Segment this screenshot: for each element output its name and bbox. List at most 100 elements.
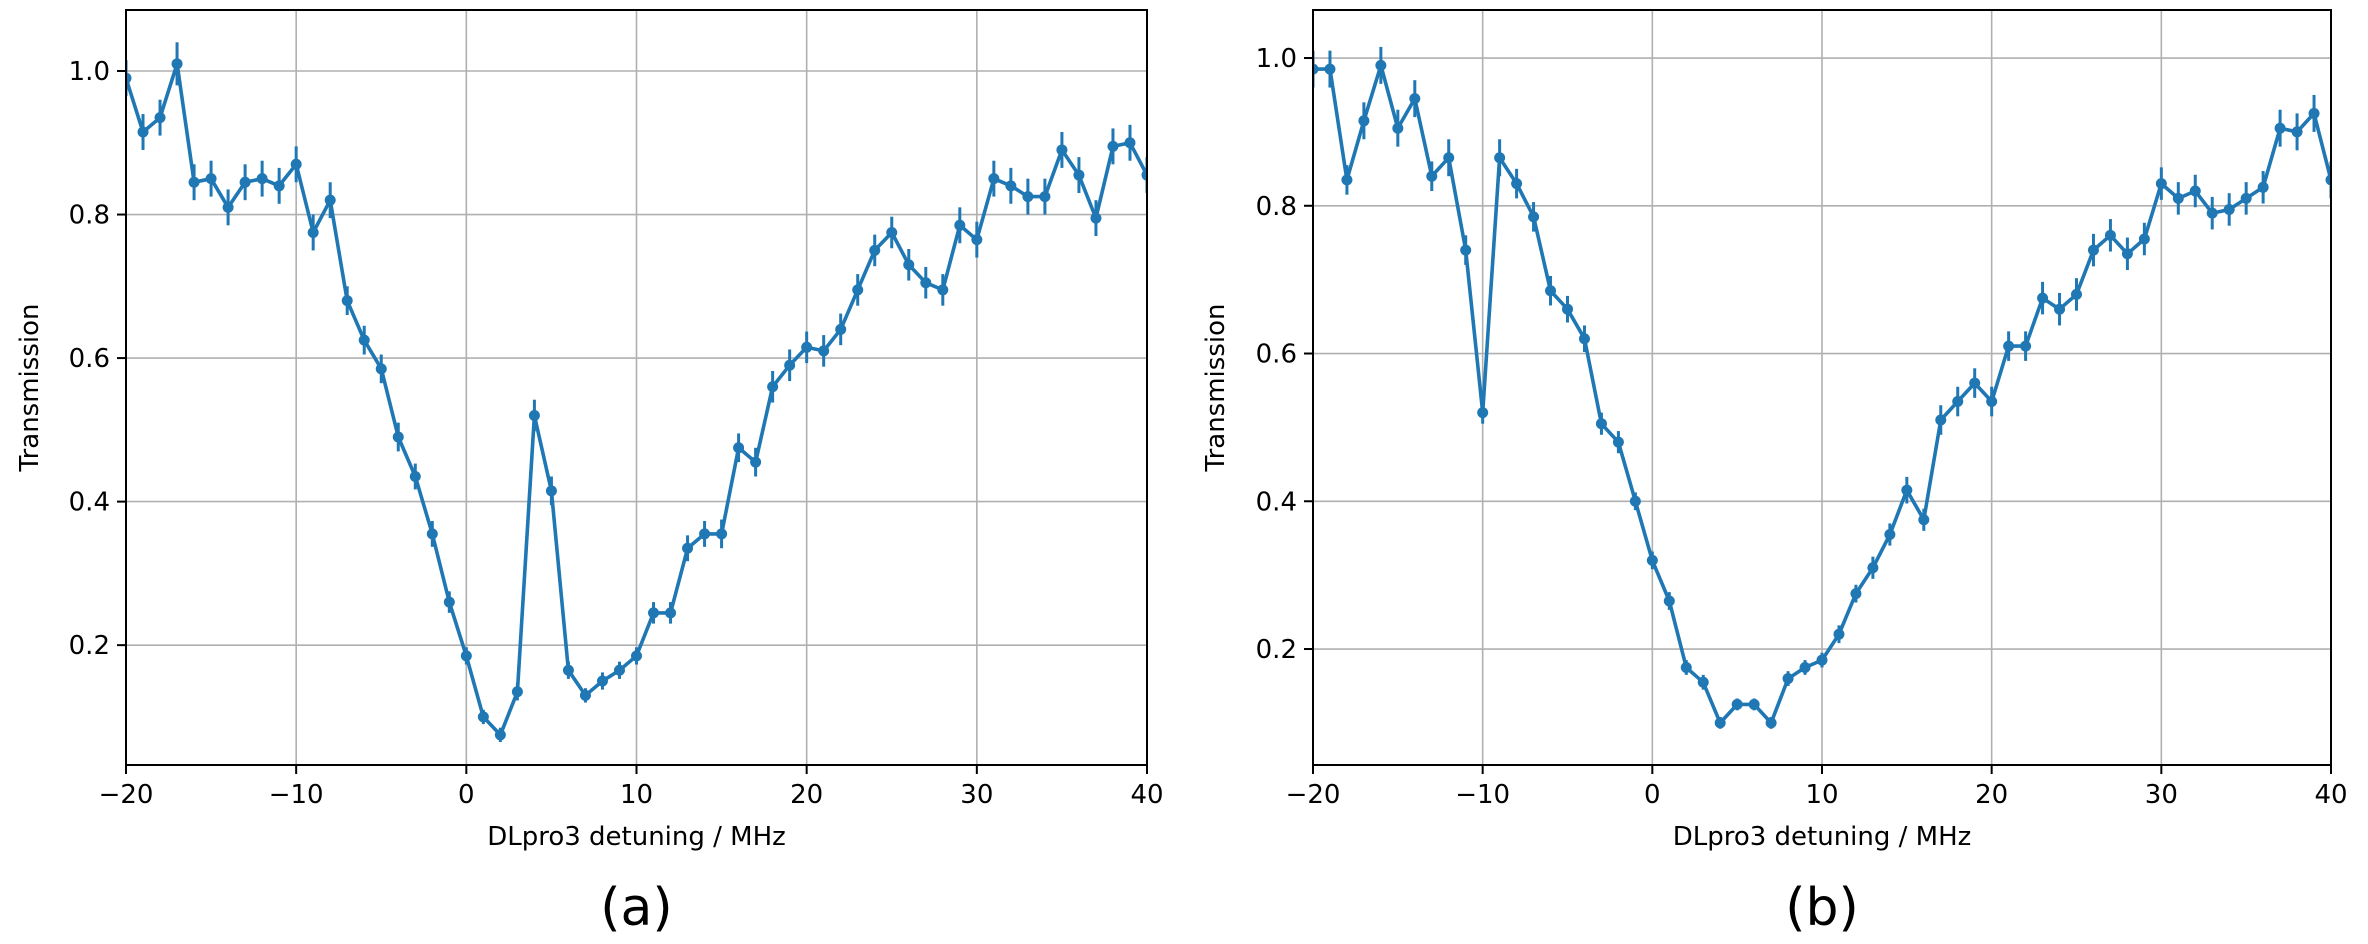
chart-0-data-point-1 (137, 126, 149, 138)
chart-0-data-point-38 (767, 381, 779, 393)
chart-1-data-point-19 (1629, 495, 1641, 507)
chart-1-data-point-12 (1511, 178, 1523, 190)
chart-1-data-point-50 (2155, 178, 2167, 190)
chart-1-data-point-41 (2003, 340, 2015, 352)
chart-0-data-point-14 (358, 334, 370, 346)
chart-1-data-point-9 (1460, 244, 1472, 256)
chart-1-y-tick-label-2: 0.6 (1256, 340, 1297, 370)
chart-1-data-point-23 (1697, 676, 1709, 688)
chart-1-y-tick-label-3: 0.8 (1256, 192, 1297, 222)
chart-0-series (126, 42, 1147, 743)
chart-1-data-point-7 (1426, 170, 1438, 182)
chart-0-caption: (a) (600, 878, 672, 938)
chart-1-data-point-51 (2172, 192, 2184, 204)
chart-0-data-point-58 (1107, 140, 1119, 152)
chart-0-data-point-11 (307, 226, 319, 238)
chart-1-y-axis-label: Transmission (1201, 304, 1231, 473)
chart-0-data-point-24 (528, 409, 540, 421)
chart-1-data-point-27 (1765, 717, 1777, 729)
chart-0-data-point-59 (1124, 137, 1136, 149)
chart-1-data-point-42 (2020, 340, 2032, 352)
chart-0-data-point-7 (239, 176, 251, 188)
chart-0-y-tick-label-0: 0.2 (69, 631, 110, 661)
chart-0-data-point-49 (954, 219, 966, 231)
chart-1-x-axis-label: DLpro3 detuning / MHz (1673, 822, 1972, 852)
chart-0-data-point-55 (1056, 144, 1068, 156)
chart-1-data-point-37 (1935, 414, 1947, 426)
chart-1-data-point-29 (1799, 661, 1811, 673)
chart-0-data-point-50 (971, 234, 983, 246)
chart-1-data-point-45 (2071, 288, 2082, 300)
chart-0-data-point-47 (920, 277, 932, 289)
chart-1-data-point-2 (1341, 174, 1353, 186)
chart-1-data-point-36 (1918, 514, 1930, 526)
chart-1-data-point-8 (1443, 152, 1455, 164)
chart-1-data-point-47 (2104, 229, 2116, 241)
chart-1-data-point-6 (1409, 93, 1421, 105)
chart-0-data-point-2 (154, 112, 166, 124)
chart-0-y-tick-label-2: 0.6 (69, 344, 110, 374)
chart-0-data-point-52 (1005, 180, 1017, 192)
chart-0-data-point-41 (818, 345, 830, 357)
chart-0-y-tick-label-4: 1.0 (69, 57, 110, 87)
chart-0-data-point-33 (682, 542, 694, 554)
chart-0-data-point-43 (852, 284, 864, 296)
chart-0-y-tick-label-3: 0.8 (69, 201, 110, 231)
chart-0-data-point-45 (886, 226, 898, 238)
chart-0-data-point-12 (324, 194, 336, 206)
chart-0-data-point-57 (1090, 212, 1102, 224)
chart-0-data-point-42 (835, 323, 847, 335)
chart-0-data-point-56 (1073, 169, 1085, 181)
chart-0-data-point-0 (126, 72, 132, 84)
chart-1-series (1313, 46, 2331, 729)
chart-1-data-point-60 (2325, 174, 2331, 186)
chart-0-x-tick-label-0: −20 (99, 780, 154, 810)
chart-panel-a: −20 −10 0 10 20 30 40 0.2 0.4 0.6 0.8 1.0 DLpro3 det… (15, 9, 1164, 938)
chart-1-caption: (b) (1785, 878, 1859, 938)
chart-1-data-point-14 (1545, 285, 1557, 297)
chart-1-data-point-22 (1680, 661, 1692, 673)
chart-0-x-axis-label: DLpro3 detuning / MHz (487, 822, 786, 852)
chart-0-data-point-8 (256, 173, 268, 185)
chart-1-data-point-40 (1986, 396, 1998, 408)
chart-1-data-point-53 (2206, 207, 2218, 219)
chart-1-y-tick-label-4: 1.0 (1256, 44, 1297, 74)
chart-0-data-point-46 (903, 259, 915, 271)
chart-1-data-point-39 (1969, 377, 1981, 389)
chart-0-y-axis-label: Transmission (15, 304, 45, 473)
chart-0-data-point-51 (988, 173, 1000, 185)
chart-1-data-point-56 (2257, 181, 2269, 193)
chart-1-x-tick-label-2: 0 (1644, 780, 1661, 810)
chart-0-data-point-53 (1022, 191, 1034, 203)
chart-1-data-point-38 (1952, 396, 1964, 408)
chart-0-x-tick-label-3: 10 (620, 780, 653, 810)
chart-0-data-point-30 (631, 650, 642, 662)
chart-0-data-point-48 (937, 284, 949, 296)
chart-0-data-point-25 (545, 485, 557, 497)
chart-1-data-point-54 (2223, 203, 2235, 215)
chart-1-data-point-10 (1477, 407, 1489, 419)
chart-0-x-tick-label-1: −10 (269, 780, 324, 810)
chart-0-data-point-13 (341, 295, 353, 307)
chart-1-data-point-34 (1884, 529, 1896, 541)
chart-1-data-point-18 (1612, 436, 1624, 448)
chart-1-data-point-24 (1714, 717, 1726, 729)
chart-1-y-tick-label-1: 0.4 (1256, 487, 1297, 517)
chart-1-data-point-26 (1748, 698, 1760, 710)
chart-1-data-point-58 (2291, 126, 2303, 138)
chart-1-x-tick-label-5: 30 (2145, 780, 2178, 810)
chart-1-data-point-35 (1901, 484, 1913, 496)
chart-0-data-point-6 (222, 201, 234, 213)
chart-1-data-point-21 (1663, 595, 1675, 607)
chart-1-data-point-52 (2189, 185, 2201, 197)
chart-0-data-point-16 (392, 431, 404, 443)
chart-0-data-point-27 (579, 689, 591, 701)
chart-1-y-tick-label-0: 0.2 (1256, 635, 1297, 665)
chart-0-x-tick-label-6: 40 (1130, 780, 1163, 810)
chart-0-data-point-37 (750, 456, 762, 468)
chart-1-data-point-30 (1816, 654, 1828, 666)
chart-panel-b: −20 −10 0 10 20 30 40 0.2 0.4 0.6 0.8 1.0 DLpro3 det… (1201, 9, 2348, 938)
chart-0-data-point-34 (699, 528, 711, 540)
